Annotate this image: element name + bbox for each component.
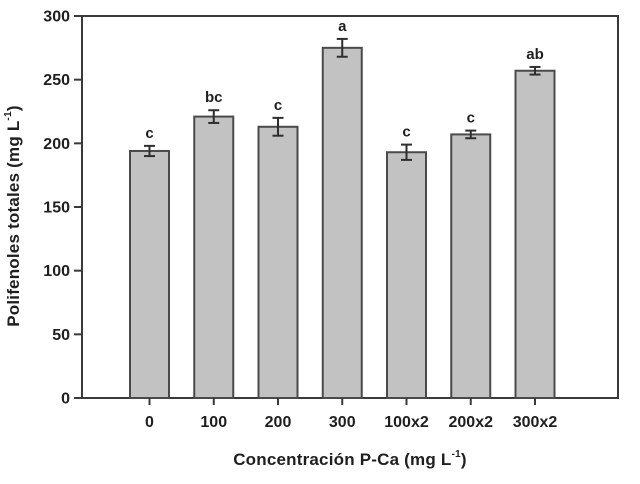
significance-letter: ab xyxy=(526,46,544,63)
bar xyxy=(257,125,299,399)
x-tick-label: 200x2 xyxy=(449,414,494,431)
bar xyxy=(514,69,556,400)
x-tick-label: 100 xyxy=(200,414,227,431)
y-tick-label: 250 xyxy=(43,72,70,89)
significance-letter: c xyxy=(274,97,282,114)
x-tick-label: 300 xyxy=(329,414,356,431)
y-tick-label: 150 xyxy=(43,200,70,217)
x-tick-label: 300x2 xyxy=(513,414,558,431)
y-axis-title-superscript: -1 xyxy=(2,111,14,121)
y-tick-label: 100 xyxy=(43,263,70,280)
x-tick-label: 100x2 xyxy=(384,414,429,431)
y-tick-label: 300 xyxy=(43,9,70,26)
y-axis-title-text: Polifenoles totales (mg L xyxy=(4,120,23,327)
y-tick-label: 200 xyxy=(43,136,70,153)
bar xyxy=(129,149,170,399)
significance-letter: c xyxy=(467,110,475,127)
x-axis-title-close: ) xyxy=(460,450,467,469)
bar xyxy=(321,46,363,399)
bar xyxy=(450,133,492,399)
x-axis-title: Concentración P-Ca (mg L-1) xyxy=(60,448,640,470)
y-tick-label: 50 xyxy=(52,327,70,344)
y-tick-label: 0 xyxy=(61,391,70,408)
x-tick-label: 200 xyxy=(265,414,292,431)
y-axis-title: Polifenoles totales (mg L-1) xyxy=(2,46,26,386)
x-axis-title-text: Concentración P-Ca (mg L xyxy=(233,450,452,469)
significance-letter: c xyxy=(145,125,153,142)
bar xyxy=(386,151,427,399)
significance-letter: c xyxy=(402,124,410,141)
x-tick-label: 0 xyxy=(145,414,154,431)
significance-letter: bc xyxy=(205,89,223,106)
bar xyxy=(193,115,235,400)
x-axis-title-superscript: -1 xyxy=(451,448,461,460)
significance-letter: a xyxy=(338,18,347,35)
